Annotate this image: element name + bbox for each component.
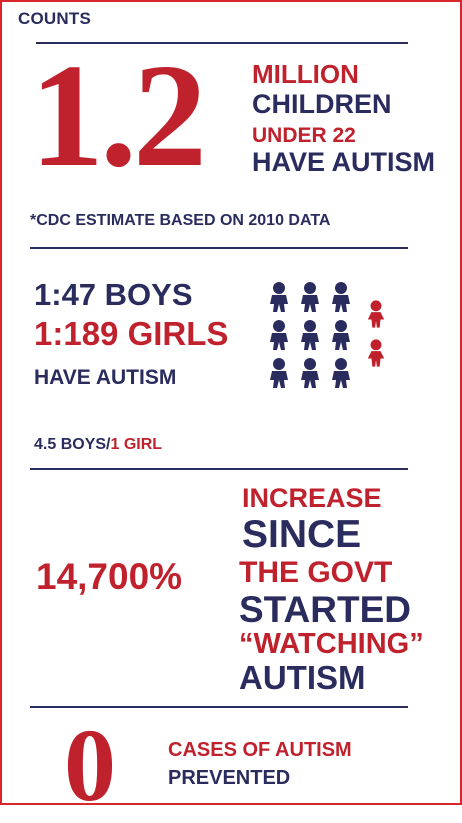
boy-figure-icon: [270, 358, 288, 388]
increase-percent: 14,700%: [36, 556, 183, 597]
zero-stat: 0: [64, 708, 116, 823]
boy-figure-icon: [270, 320, 288, 350]
prevented-label: PREVENTED: [168, 767, 291, 789]
boy-figure-icon: [332, 320, 350, 350]
stat-line-since: SINCE: [242, 513, 362, 556]
ratio-girl: 1 GIRL: [110, 436, 163, 453]
cases-label: CASES OF AUTISM: [168, 739, 352, 761]
big-number-stat: 1.2: [30, 34, 207, 198]
stat-line-million: MILLION: [252, 59, 359, 89]
stat-line-the-govt: THE GOVT: [239, 556, 393, 589]
boys-to-girls-ratio: 4.5 BOYS/1 GIRL: [34, 436, 162, 454]
stat-line-under-22: UNDER 22: [252, 124, 356, 147]
divider: [36, 42, 408, 44]
boys-ratio: 1:47 BOYS: [34, 277, 193, 312]
boy-figure-icon: [301, 358, 319, 388]
boy-figure-icon: [332, 358, 350, 388]
footnote: *CDC ESTIMATE BASED ON 2010 DATA: [30, 212, 331, 229]
stat-line-started: STARTED: [239, 589, 411, 630]
boy-figure-icon: [301, 282, 319, 312]
section-heading: COUNTS: [18, 9, 91, 28]
stat-line-have-autism: HAVE AUTISM: [252, 147, 436, 177]
stat-line-autism: AUTISM: [239, 659, 366, 696]
stat-line-increase: INCREASE: [242, 483, 382, 513]
ratio-boys: 4.5 BOYS/: [34, 436, 111, 453]
boy-figure-icon: [301, 320, 319, 350]
have-autism-label: HAVE AUTISM: [34, 366, 177, 389]
divider: [30, 468, 408, 470]
stat-line-children: CHILDREN: [252, 89, 392, 119]
girls-ratio: 1:189 GIRLS: [34, 315, 229, 352]
stat-line-watching: “WATCHING”: [239, 628, 424, 660]
boy-figure-icon: [270, 282, 288, 312]
girl-figure-icon: [367, 339, 385, 367]
divider: [30, 247, 408, 249]
boy-figure-icon: [332, 282, 350, 312]
divider: [30, 706, 408, 708]
girl-figure-icon: [367, 300, 385, 328]
